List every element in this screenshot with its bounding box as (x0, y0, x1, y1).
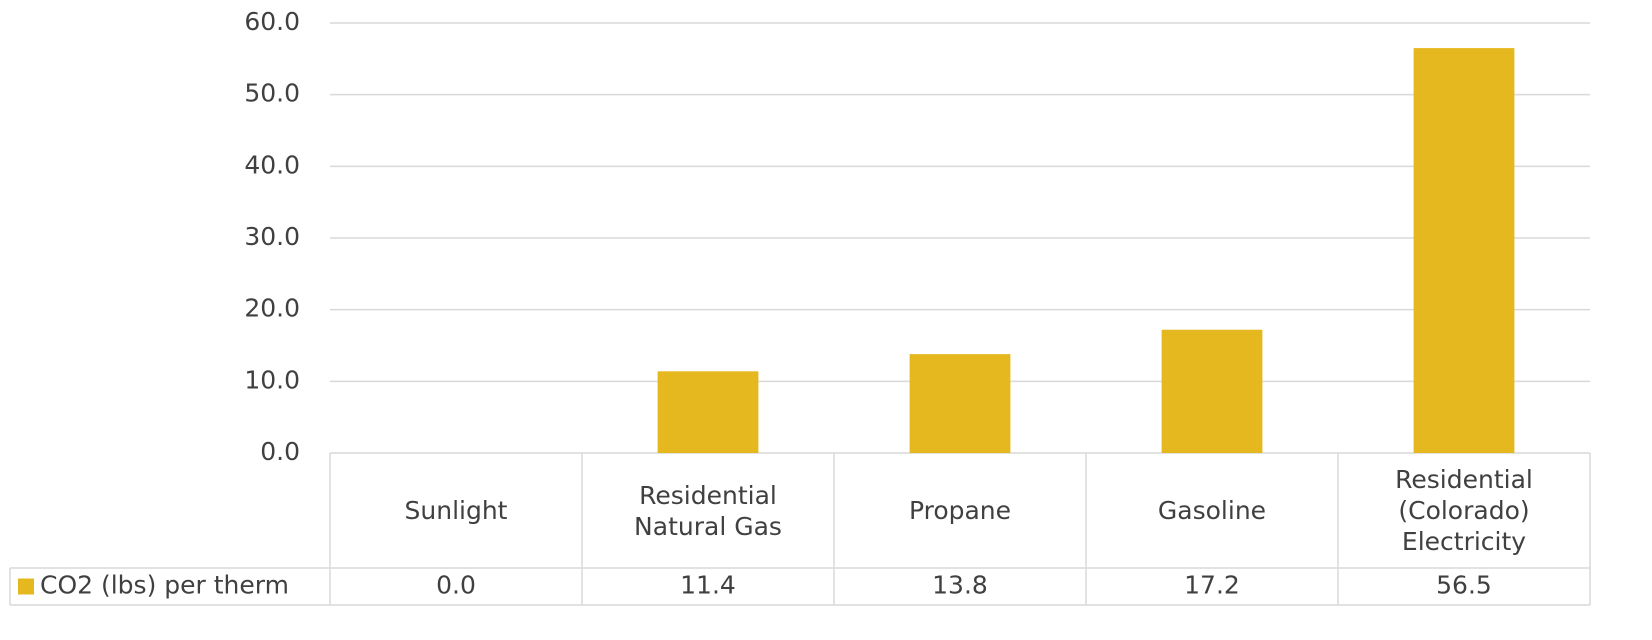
bar (1413, 48, 1515, 453)
bar (1161, 329, 1263, 453)
legend-label: CO2 (lbs) per therm (40, 571, 289, 600)
table-value: 56.5 (1436, 571, 1492, 600)
table-value: 13.8 (932, 571, 988, 600)
y-tick-label: 60.0 (244, 7, 300, 36)
x-category-label: Sunlight (404, 496, 508, 525)
x-category-label: Gasoline (1157, 496, 1267, 525)
x-category-label: Residential (Colorado) Electricity (1395, 465, 1533, 556)
bar (909, 354, 1011, 453)
y-tick-label: 20.0 (244, 294, 300, 323)
x-category-label: Propane (908, 496, 1012, 525)
table-value: 17.2 (1184, 571, 1240, 600)
y-tick-label: 30.0 (244, 222, 300, 251)
table-value: 11.4 (680, 571, 736, 600)
y-tick-label: 0.0 (260, 437, 300, 466)
y-tick-label: 10.0 (244, 365, 300, 394)
y-tick-label: 50.0 (244, 79, 300, 108)
x-category-label: Residential Natural Gas (634, 480, 782, 541)
y-tick-label: 40.0 (244, 150, 300, 179)
bar (657, 371, 759, 453)
table-value: 0.0 (436, 571, 476, 600)
legend-swatch (18, 578, 34, 595)
